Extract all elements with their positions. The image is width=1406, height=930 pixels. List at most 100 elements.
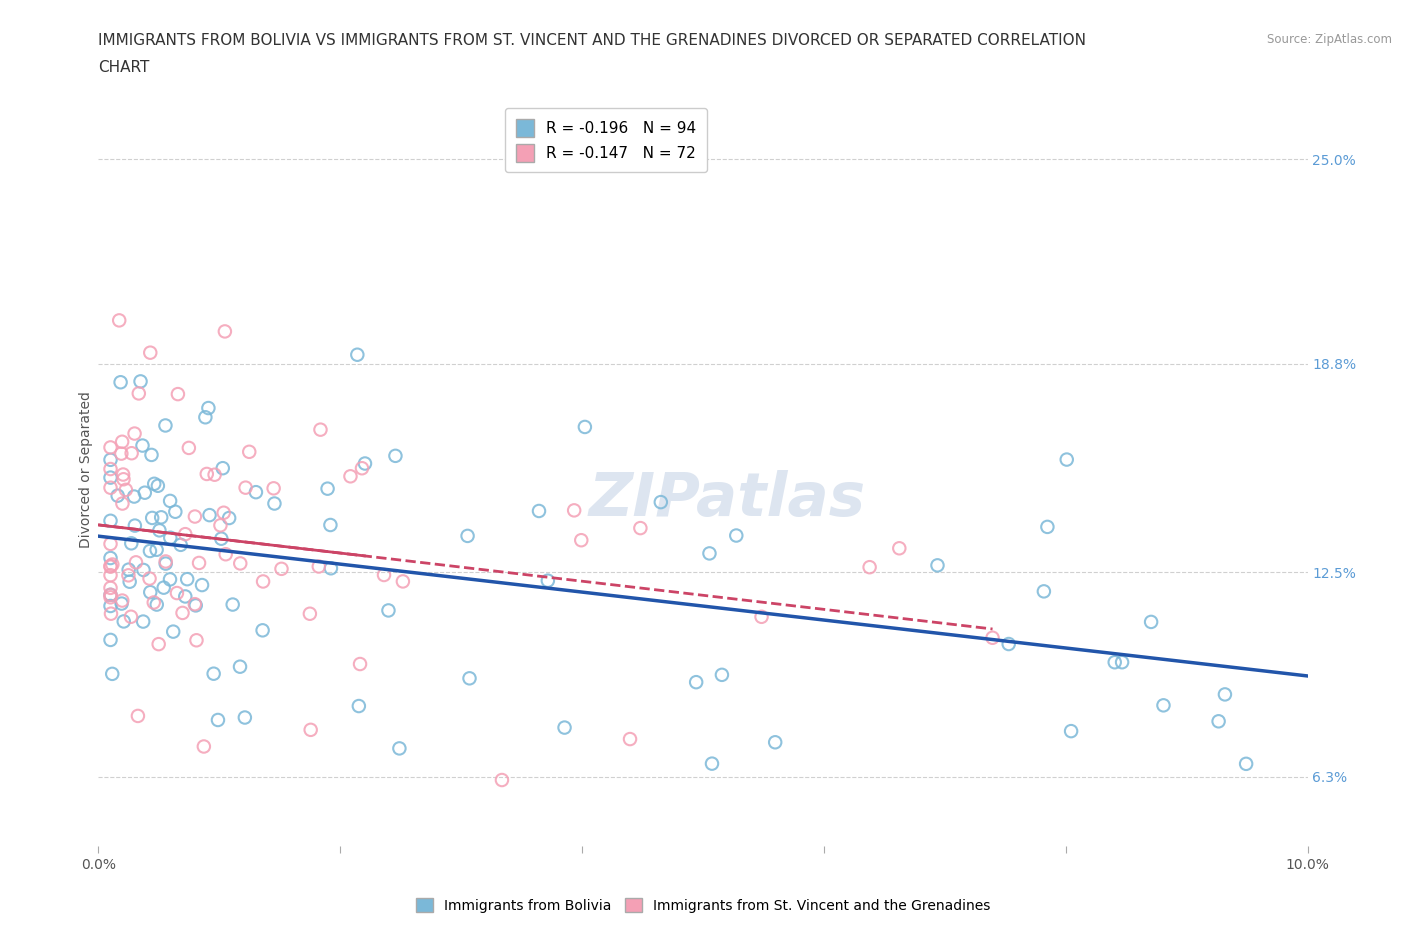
Point xyxy=(751,609,773,624)
Point xyxy=(619,732,641,747)
Point xyxy=(574,419,596,434)
Point xyxy=(139,543,162,558)
Point xyxy=(112,472,135,486)
Point xyxy=(167,387,190,402)
Point xyxy=(339,469,361,484)
Point xyxy=(131,438,153,453)
Point xyxy=(141,447,163,462)
Point xyxy=(174,526,197,541)
Point xyxy=(537,573,560,588)
Point xyxy=(458,671,481,685)
Point xyxy=(270,562,292,577)
Point xyxy=(174,589,197,604)
Point xyxy=(112,614,135,629)
Point xyxy=(100,599,122,614)
Point xyxy=(763,735,786,750)
Point xyxy=(159,530,181,545)
Point xyxy=(554,720,576,735)
Point xyxy=(198,508,221,523)
Point xyxy=(100,559,122,574)
Point xyxy=(221,597,243,612)
Point xyxy=(699,546,721,561)
Point xyxy=(100,461,122,476)
Point xyxy=(172,605,194,620)
Point xyxy=(215,547,238,562)
Point xyxy=(1208,714,1230,729)
Point xyxy=(197,401,219,416)
Text: CHART: CHART xyxy=(98,60,150,75)
Point xyxy=(377,603,399,618)
Point xyxy=(569,533,592,548)
Point xyxy=(108,312,131,327)
Point xyxy=(139,585,162,600)
Point xyxy=(111,496,134,511)
Point xyxy=(346,347,368,362)
Point xyxy=(859,560,882,575)
Point xyxy=(110,446,132,461)
Point xyxy=(101,667,124,682)
Point xyxy=(527,503,550,518)
Point xyxy=(155,556,177,571)
Point xyxy=(194,410,217,425)
Point xyxy=(650,495,672,510)
Point xyxy=(1153,698,1175,712)
Point xyxy=(100,632,122,647)
Point xyxy=(1140,615,1163,630)
Point xyxy=(212,505,235,520)
Point xyxy=(165,504,187,519)
Point xyxy=(128,386,150,401)
Point xyxy=(997,636,1019,651)
Point xyxy=(184,598,207,613)
Point xyxy=(100,567,122,582)
Point xyxy=(981,631,1004,645)
Point xyxy=(491,773,513,788)
Point xyxy=(927,558,949,573)
Point xyxy=(100,440,122,455)
Text: ZIPatlas: ZIPatlas xyxy=(589,471,866,529)
Point xyxy=(252,574,274,589)
Point xyxy=(184,597,207,612)
Point xyxy=(457,528,479,543)
Point xyxy=(245,485,267,499)
Point xyxy=(347,698,370,713)
Point xyxy=(100,580,122,595)
Point xyxy=(129,374,152,389)
Point xyxy=(384,448,406,463)
Point xyxy=(100,537,122,551)
Legend: Immigrants from Bolivia, Immigrants from St. Vincent and the Grenadines: Immigrants from Bolivia, Immigrants from… xyxy=(411,893,995,919)
Point xyxy=(134,485,156,500)
Point xyxy=(118,563,141,578)
Point xyxy=(298,606,321,621)
Point xyxy=(162,624,184,639)
Point xyxy=(101,557,124,572)
Point xyxy=(184,509,207,524)
Point xyxy=(349,657,371,671)
Point xyxy=(150,510,173,525)
Point xyxy=(176,572,198,587)
Point xyxy=(229,659,252,674)
Point xyxy=(148,637,170,652)
Point xyxy=(202,666,225,681)
Point xyxy=(209,518,232,533)
Point xyxy=(235,480,257,495)
Point xyxy=(100,588,122,603)
Point xyxy=(316,481,339,496)
Point xyxy=(100,452,122,467)
Point xyxy=(628,521,651,536)
Point xyxy=(148,523,170,538)
Point xyxy=(139,345,162,360)
Point xyxy=(299,723,322,737)
Point xyxy=(125,555,148,570)
Point xyxy=(388,741,411,756)
Point xyxy=(159,494,181,509)
Point xyxy=(145,542,167,557)
Point xyxy=(152,580,174,595)
Point xyxy=(191,578,214,592)
Legend: R = -0.196   N = 94, R = -0.147   N = 72: R = -0.196 N = 94, R = -0.147 N = 72 xyxy=(505,108,707,172)
Point xyxy=(142,595,165,610)
Text: Source: ZipAtlas.com: Source: ZipAtlas.com xyxy=(1267,33,1392,46)
Point xyxy=(115,483,138,498)
Point xyxy=(263,496,285,511)
Point xyxy=(229,556,252,571)
Point xyxy=(111,434,134,449)
